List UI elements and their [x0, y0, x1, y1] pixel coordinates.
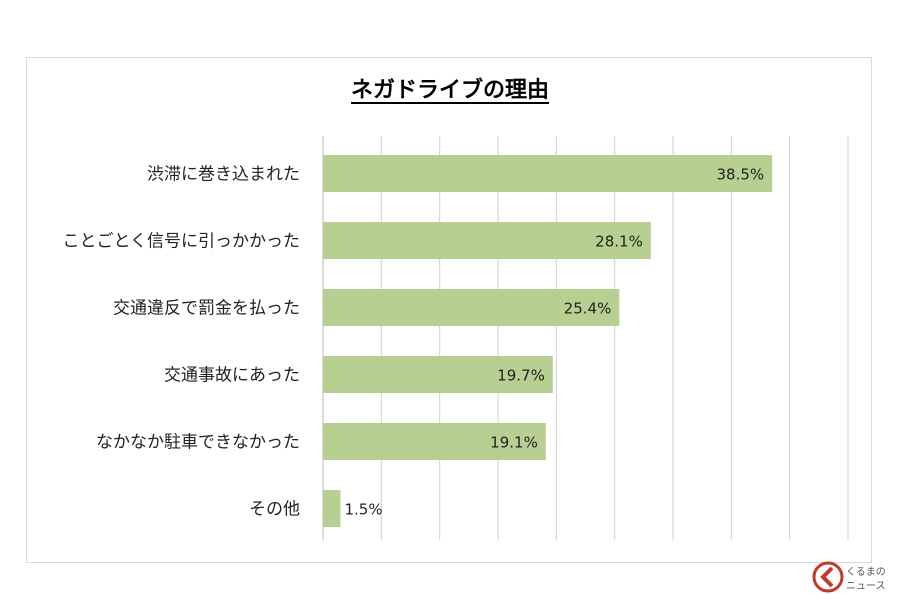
bar: [323, 155, 773, 192]
data-label: 1.5%: [345, 501, 383, 519]
category-label: 渋滞に巻き込まれた: [147, 165, 300, 185]
logo-text-bottom: ニュース: [846, 581, 886, 592]
data-label: 38.5%: [717, 166, 765, 184]
bar: [323, 356, 553, 393]
data-label: 25.4%: [564, 300, 612, 318]
data-label: 19.1%: [490, 434, 538, 452]
bar: [323, 222, 651, 259]
category-label: なかなか駐車できなかった: [96, 433, 300, 453]
category-label: 交通違反で罰金を払った: [113, 299, 300, 319]
bar: [323, 490, 341, 527]
category-label: その他: [249, 500, 300, 520]
data-label: 19.7%: [497, 367, 545, 385]
logo-chevron-icon: [820, 566, 834, 588]
category-label: ことごとく信号に引っかかった: [63, 232, 301, 252]
logo-ring-icon: [812, 561, 844, 593]
bar: [323, 423, 546, 460]
kurumanonews-logo: くるまの ニュース: [812, 561, 886, 593]
data-label: 28.1%: [595, 233, 643, 251]
chart-title-text: ネガドライブの理由: [350, 78, 549, 103]
category-label: 交通事故にあった: [164, 366, 300, 386]
bar: [323, 289, 620, 326]
chart-title: ネガドライブの理由: [0, 72, 900, 104]
logo-text-top: くるまの: [846, 566, 886, 578]
